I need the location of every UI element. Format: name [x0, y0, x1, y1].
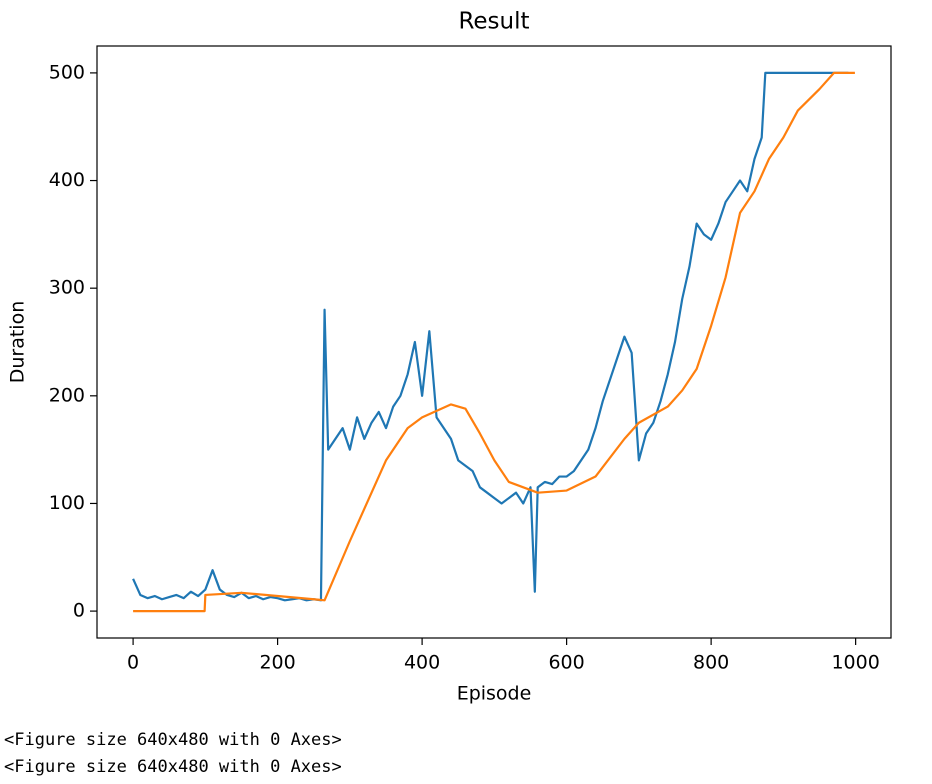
plot-frame — [96, 45, 892, 639]
y-axis-label: Duration — [7, 301, 29, 384]
y-tick-label: 0 — [73, 600, 85, 622]
x-tick-label: 800 — [693, 652, 729, 674]
y-tick-label: 300 — [49, 277, 85, 299]
output-line: <Figure size 640x480 with 0 Axes> — [4, 730, 342, 750]
x-axis-label: Episode — [457, 683, 532, 705]
y-tick-label: 100 — [49, 492, 85, 514]
chart-title: Result — [458, 9, 529, 35]
y-tick-label: 500 — [49, 61, 85, 83]
x-tick-label: 1000 — [831, 652, 879, 674]
x-tick-label: 0 — [127, 652, 139, 674]
x-tick-label: 200 — [259, 652, 295, 674]
chart: Result Episode Duration 0 200 400 600 800 100… — [7, 9, 892, 705]
x-tick-label: 400 — [404, 652, 440, 674]
y-tick-label: 200 — [49, 384, 85, 406]
x-tick-label: 600 — [548, 652, 584, 674]
y-tick-label: 400 — [49, 169, 85, 191]
series-line — [133, 71, 855, 613]
series-line — [132, 71, 849, 602]
output-line: <Figure size 640x480 with 0 Axes> — [4, 757, 342, 777]
